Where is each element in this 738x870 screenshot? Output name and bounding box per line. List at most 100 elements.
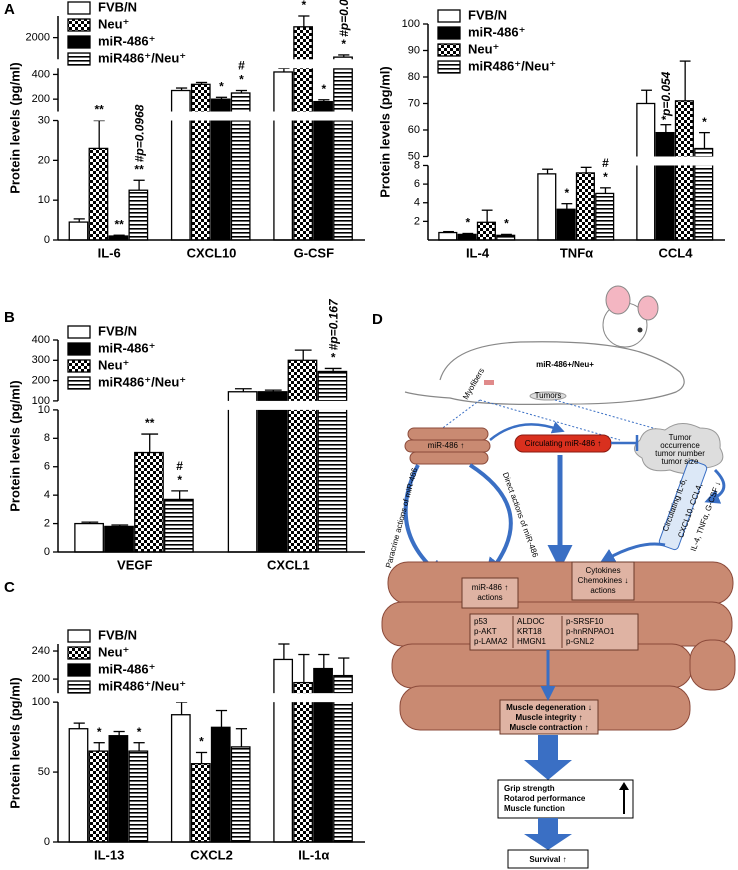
legend-label: FVB/N bbox=[98, 323, 137, 338]
bar bbox=[230, 746, 251, 843]
significance-label: # bbox=[176, 459, 183, 473]
myofiber-icon bbox=[484, 380, 494, 385]
legend-swatch bbox=[67, 680, 91, 694]
significance-label: * bbox=[302, 0, 307, 12]
axis-break bbox=[46, 59, 369, 69]
mouse-ear bbox=[637, 295, 659, 321]
y-axis-label: Protein levels (pg/ml) bbox=[7, 380, 22, 511]
muscle-fiber bbox=[391, 643, 693, 689]
bar bbox=[273, 658, 294, 843]
significance-label: * bbox=[137, 725, 142, 739]
bar bbox=[164, 498, 194, 553]
legend-swatch bbox=[67, 325, 91, 339]
bar bbox=[227, 391, 258, 553]
significance-label: * bbox=[219, 79, 224, 93]
arrow bbox=[599, 542, 666, 563]
x-tick-label: VEGF bbox=[117, 557, 152, 572]
axis-break bbox=[46, 400, 369, 410]
x-tick-label: CXCL1 bbox=[267, 557, 310, 572]
bar bbox=[476, 221, 496, 241]
legend-label: FVB/N bbox=[98, 627, 137, 642]
significance-label: #p=0.079 bbox=[337, 0, 351, 37]
panel-label: A bbox=[4, 1, 15, 18]
diagram-label: miR-486+/Neu+ bbox=[536, 360, 594, 369]
y-axis-label: Protein levels (pg/ml) bbox=[7, 677, 22, 808]
significance-label: ** bbox=[145, 416, 155, 430]
legend-label: FVB/N bbox=[468, 7, 507, 22]
bar bbox=[313, 100, 333, 241]
bar bbox=[128, 750, 149, 843]
bar bbox=[190, 763, 211, 843]
y-tick-label: 6 bbox=[414, 178, 420, 190]
muscle-fiber bbox=[409, 451, 489, 465]
y-tick-label: 2 bbox=[44, 517, 50, 529]
bar bbox=[128, 189, 149, 241]
y-axis-label: Protein levels (pg/ml) bbox=[7, 62, 22, 193]
axis-break bbox=[46, 111, 369, 121]
x-tick-label: TNFα bbox=[560, 245, 593, 260]
diagram-label: Tumor bbox=[669, 433, 692, 442]
significance-label: # bbox=[238, 59, 245, 73]
muscle-fiber bbox=[689, 639, 736, 691]
connector bbox=[554, 399, 661, 431]
y-tick-label: 50 bbox=[408, 150, 420, 162]
legend-label: FVB/N bbox=[98, 0, 137, 14]
tumor-cloud bbox=[634, 423, 724, 474]
significance-label: ** bbox=[134, 162, 144, 176]
x-tick-label: IL-4 bbox=[466, 245, 490, 260]
bar bbox=[104, 525, 134, 553]
arrow bbox=[704, 468, 726, 504]
box bbox=[469, 613, 639, 651]
diagram-label: Grip strength bbox=[504, 784, 555, 793]
significance-label: # bbox=[602, 156, 609, 170]
x-tick-label: IL-13 bbox=[94, 847, 124, 862]
y-tick-label: 0 bbox=[44, 836, 50, 848]
diagram-label: Tumors bbox=[535, 391, 562, 400]
bar bbox=[88, 750, 109, 843]
box bbox=[461, 577, 519, 609]
bar bbox=[74, 522, 104, 553]
diagram-label: HMGN1 bbox=[517, 637, 546, 646]
legend-label: Neu⁺ bbox=[98, 357, 129, 372]
significance-label: ** bbox=[114, 217, 124, 231]
diagram-label: Muscle contraction ↑ bbox=[509, 723, 588, 732]
y-tick-label: 10 bbox=[38, 194, 50, 206]
tumor-icon bbox=[529, 391, 567, 401]
significance-label: * bbox=[565, 186, 570, 200]
y-tick-label: 8 bbox=[414, 159, 420, 171]
diagram-label: Chemokines ↓ bbox=[578, 576, 629, 585]
significance-label: * bbox=[504, 217, 509, 231]
legend-label: miR486⁺/Neu⁺ bbox=[98, 678, 186, 693]
diagram-label: Muscle degeneration ↓ bbox=[506, 703, 592, 712]
bar bbox=[68, 221, 89, 241]
bar bbox=[108, 735, 129, 843]
legend-swatch bbox=[67, 1, 91, 15]
y-tick-label: 2000 bbox=[26, 32, 50, 44]
diagram-label: p-LAMA2 bbox=[474, 637, 508, 646]
y-tick-label: 240 bbox=[32, 645, 50, 657]
legend-swatch bbox=[437, 43, 461, 57]
diagram-label: p-GNL2 bbox=[566, 637, 595, 646]
legend-label: miR486⁺/Neu⁺ bbox=[98, 374, 186, 389]
legend-swatch bbox=[437, 9, 461, 23]
diagram-label: actions bbox=[590, 586, 615, 595]
y-tick-label: 200 bbox=[32, 93, 50, 105]
x-tick-label: CCL4 bbox=[659, 245, 694, 260]
arrow bbox=[468, 463, 513, 579]
y-tick-label: 80 bbox=[408, 71, 420, 83]
legend-label: miR-486⁺ bbox=[98, 340, 155, 355]
y-tick-label: 8 bbox=[44, 432, 50, 444]
legend-swatch bbox=[67, 376, 91, 390]
y-tick-label: 0 bbox=[44, 546, 50, 558]
box bbox=[571, 561, 635, 601]
diagram-label: Paracrine actions of miR-486 bbox=[384, 466, 420, 569]
x-tick-label: CXCL2 bbox=[190, 847, 233, 862]
bar bbox=[317, 370, 348, 553]
y-tick-label: 30 bbox=[38, 114, 50, 126]
diagram-label: p53 bbox=[474, 617, 488, 626]
muscle-fiber bbox=[407, 427, 489, 441]
legend-label: miR486⁺/Neu⁺ bbox=[468, 58, 556, 73]
box bbox=[499, 699, 599, 735]
legend-swatch bbox=[437, 60, 461, 74]
